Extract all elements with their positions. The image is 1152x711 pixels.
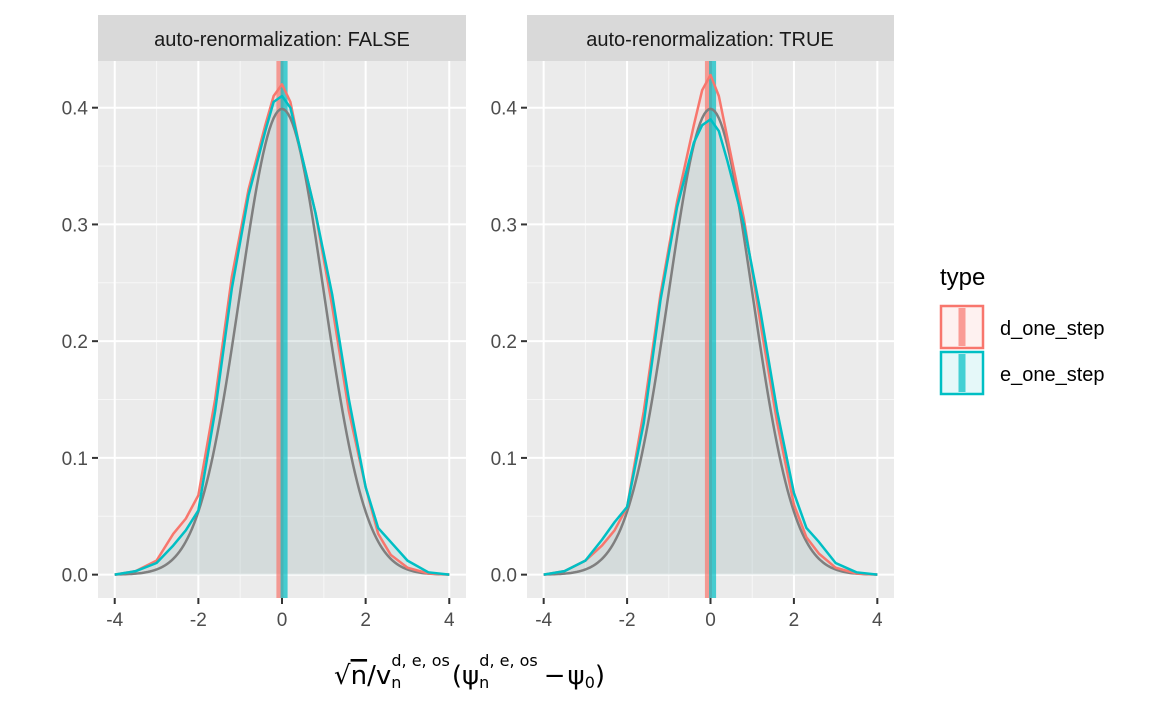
x-axis: -4 -2 0 2 4 (535, 598, 883, 631)
x-tick-label: -2 (619, 610, 636, 631)
y-tick-label: 0.2 (491, 332, 517, 353)
legend-key-d_one_step (939, 304, 985, 350)
strip-label: auto-renormalization: TRUE (586, 29, 834, 51)
facet-panel-false: auto-renormalization: FALSE 0.0 0.1 0.2 0.3… (62, 15, 466, 631)
density-marks (543, 61, 878, 598)
density-line-e_one_step (114, 94, 450, 576)
density-line-d_one_step (114, 83, 450, 576)
legend: type d_one_step e_one_step (939, 264, 1105, 396)
x-axis: -4 -2 0 2 4 (106, 598, 455, 631)
x-tick-label: 0 (705, 610, 716, 631)
y-tick-label: 0.1 (62, 449, 88, 470)
x-tick-label: -4 (106, 610, 123, 631)
legend-title: type (940, 264, 985, 291)
y-tick-label: 0.2 (62, 332, 88, 353)
y-axis: 0.0 0.1 0.2 0.3 0.4 (62, 99, 98, 587)
x-tick-label: 4 (444, 610, 455, 631)
legend-label-e_one_step: e_one_step (1000, 364, 1105, 386)
x-tick-label: -4 (535, 610, 552, 631)
x-tick-label: -2 (190, 610, 207, 631)
x-tick-label: 2 (360, 610, 371, 631)
x-tick-label: 0 (277, 610, 288, 631)
density-line-d_one_step (543, 73, 878, 576)
density-line-e_one_step (543, 118, 878, 576)
y-tick-label: 0.4 (62, 99, 89, 120)
reference-normal-curve (114, 107, 450, 576)
density-marks (114, 61, 450, 598)
legend-key-e_one_step (939, 350, 985, 396)
y-tick-label: 0.1 (491, 449, 517, 470)
y-tick-label: 0.0 (62, 566, 88, 587)
y-tick-label: 0.0 (491, 566, 517, 587)
y-tick-label: 0.4 (491, 99, 518, 120)
strip-background (527, 15, 894, 61)
legend-label-d_one_step: d_one_step (1000, 318, 1105, 340)
reference-normal-curve (543, 107, 878, 576)
x-tick-label: 4 (872, 610, 883, 631)
x-axis-title: √n/vnd, e, os(ψnd, e, os−ψ0) (334, 651, 605, 692)
y-tick-label: 0.3 (62, 215, 88, 236)
facet-panel-true: auto-renormalization: TRUE 0.00.10.20.30… (491, 15, 894, 631)
y-tick-label: 0.3 (491, 215, 517, 236)
x-tick-label: 2 (789, 610, 800, 631)
strip-background (98, 15, 466, 61)
y-axis: 0.0 0.1 0.2 0.3 0.4 (491, 99, 527, 587)
strip-label: auto-renormalization: FALSE (154, 29, 410, 51)
